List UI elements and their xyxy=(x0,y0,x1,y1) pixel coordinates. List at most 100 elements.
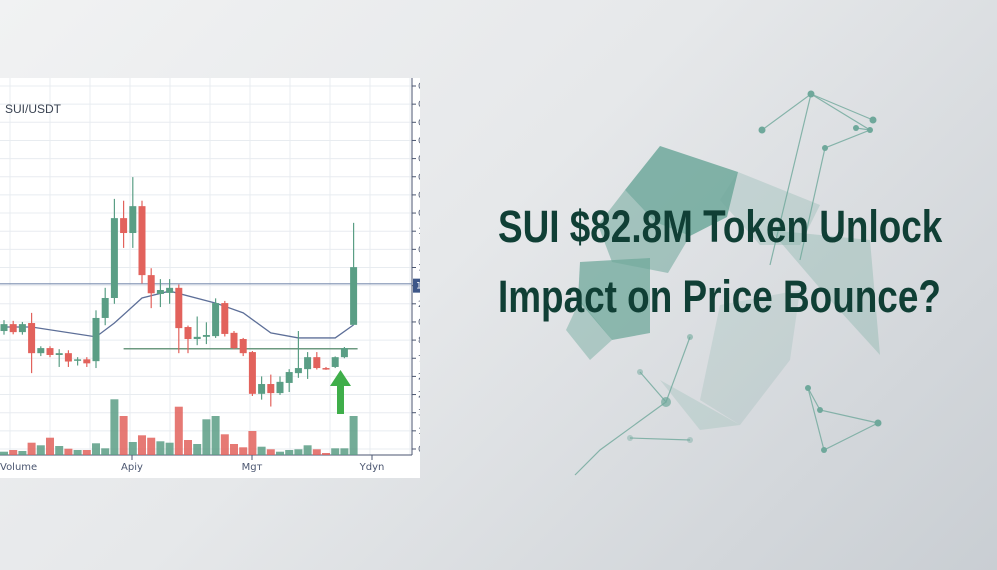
volume-bar xyxy=(92,443,100,455)
volume-bar xyxy=(202,419,211,455)
volume-bar xyxy=(55,446,64,455)
x-tick-label: Ydyn xyxy=(359,462,385,473)
volume-bar xyxy=(322,453,330,455)
y-tick-label: 00.05 xyxy=(418,155,420,165)
candle-down xyxy=(248,352,256,394)
chart-title: SUI/USDT xyxy=(5,102,62,116)
candle-up xyxy=(18,324,26,333)
up-arrow-icon xyxy=(330,370,351,414)
y-tick-label: 20.85 xyxy=(418,300,420,310)
candle-up xyxy=(258,384,266,394)
candle-down xyxy=(147,275,155,294)
volume-bar xyxy=(266,449,275,455)
volume-bar xyxy=(285,450,294,455)
volume-bar xyxy=(9,450,18,455)
candle-down xyxy=(138,206,146,276)
volume-bar xyxy=(0,451,8,455)
candle-up xyxy=(101,297,109,318)
volume-bar xyxy=(340,448,349,455)
y-tick-label: 0 xyxy=(418,445,420,455)
y-tick-label: 00.65 xyxy=(418,100,420,110)
candle-down xyxy=(322,368,330,370)
y-tick-label: 00.55 xyxy=(418,82,420,92)
candle-down xyxy=(230,332,238,349)
candle-down xyxy=(221,303,229,334)
volume-bar xyxy=(128,442,137,455)
y-tick-label: 80.00 xyxy=(418,336,420,346)
candle-up xyxy=(37,348,45,354)
candle-up xyxy=(331,357,339,367)
headline: SUI $82.8M Token Unlock Impact on Price … xyxy=(498,192,943,332)
volume-bar xyxy=(331,448,340,455)
x-tick-label: Mgт xyxy=(242,462,263,473)
current-price-label: 10.85 xyxy=(416,282,420,292)
candle-down xyxy=(83,359,91,364)
y-tick-label: 35ι.10 xyxy=(418,409,420,419)
volume-bar xyxy=(349,416,358,455)
headline-line-2: Impact on Price Bounce? xyxy=(498,271,941,322)
volume-bar xyxy=(101,448,110,455)
volume-bar xyxy=(230,444,238,455)
candle-down xyxy=(184,327,192,340)
y-tick-label: 00.13 xyxy=(418,118,420,128)
candle-up xyxy=(0,324,8,332)
volume-bar xyxy=(211,416,220,455)
candle-up xyxy=(340,348,348,358)
volume-bar xyxy=(73,450,82,455)
headline-line-1: SUI $82.8M Token Unlock xyxy=(498,201,943,252)
candle-up xyxy=(156,290,164,294)
volume-bar xyxy=(27,442,36,455)
x-tick-label: Apiy xyxy=(121,462,143,473)
volume-bar xyxy=(165,442,174,455)
candle-down xyxy=(313,357,321,369)
candle-up xyxy=(110,218,118,298)
candle-up xyxy=(276,381,284,394)
volume-bar xyxy=(36,445,45,455)
volume-bar xyxy=(156,441,165,455)
volume-bar xyxy=(239,447,248,455)
x-tick-label: Volume xyxy=(0,462,37,473)
candle-down xyxy=(28,323,36,354)
candlestick-chart: 00.55 00.65 00.13 00.85 00.05 00.85 00.85 00.80… xyxy=(0,78,420,473)
y-tick-label: 00.80 xyxy=(418,209,420,219)
candle-up xyxy=(285,372,293,383)
volume-bar xyxy=(82,450,91,455)
candle-down xyxy=(267,384,275,394)
volume-bar xyxy=(220,434,229,455)
volume-bar xyxy=(193,444,202,455)
volume-bar xyxy=(174,406,183,455)
volume-bar xyxy=(276,451,284,455)
y-tick-label: 00.85 xyxy=(418,173,420,183)
y-tick-label: 2O.8 xyxy=(418,372,420,382)
y-tick-label: 00.85 xyxy=(418,136,420,146)
volume-bar xyxy=(257,446,266,455)
volume-bar xyxy=(294,449,303,455)
volume-bar xyxy=(64,448,73,455)
volume-bar xyxy=(46,437,54,455)
candle-up xyxy=(212,303,220,337)
volume-bar xyxy=(138,435,146,455)
candle-up xyxy=(304,357,312,370)
moving-average-line xyxy=(4,290,354,339)
candle-down xyxy=(46,348,54,355)
volume-bar xyxy=(147,437,156,455)
candle-up xyxy=(92,317,100,362)
candle-up xyxy=(166,287,174,293)
y-tick-label: 10.35 xyxy=(418,227,420,237)
candle-up xyxy=(129,206,137,234)
y-tick-label: 7.05 xyxy=(418,354,420,364)
y-tick-label: 2 0.8 xyxy=(418,391,420,401)
candle-up xyxy=(193,336,201,340)
candle-down xyxy=(239,339,247,354)
candle-up xyxy=(202,335,210,337)
price-chart-panel: 00.55 00.65 00.13 00.85 00.05 00.85 00.85 00.80… xyxy=(0,78,420,478)
candle-down xyxy=(175,287,183,329)
y-tick-label: 00.05 xyxy=(418,318,420,328)
y-tick-label: 10ι.Λ xyxy=(418,427,420,437)
volume-bar xyxy=(119,416,128,455)
candle-up xyxy=(350,267,358,325)
y-tick-label: 00.85 xyxy=(418,191,420,201)
volume-bar xyxy=(184,440,192,455)
volume-bar xyxy=(18,451,27,455)
